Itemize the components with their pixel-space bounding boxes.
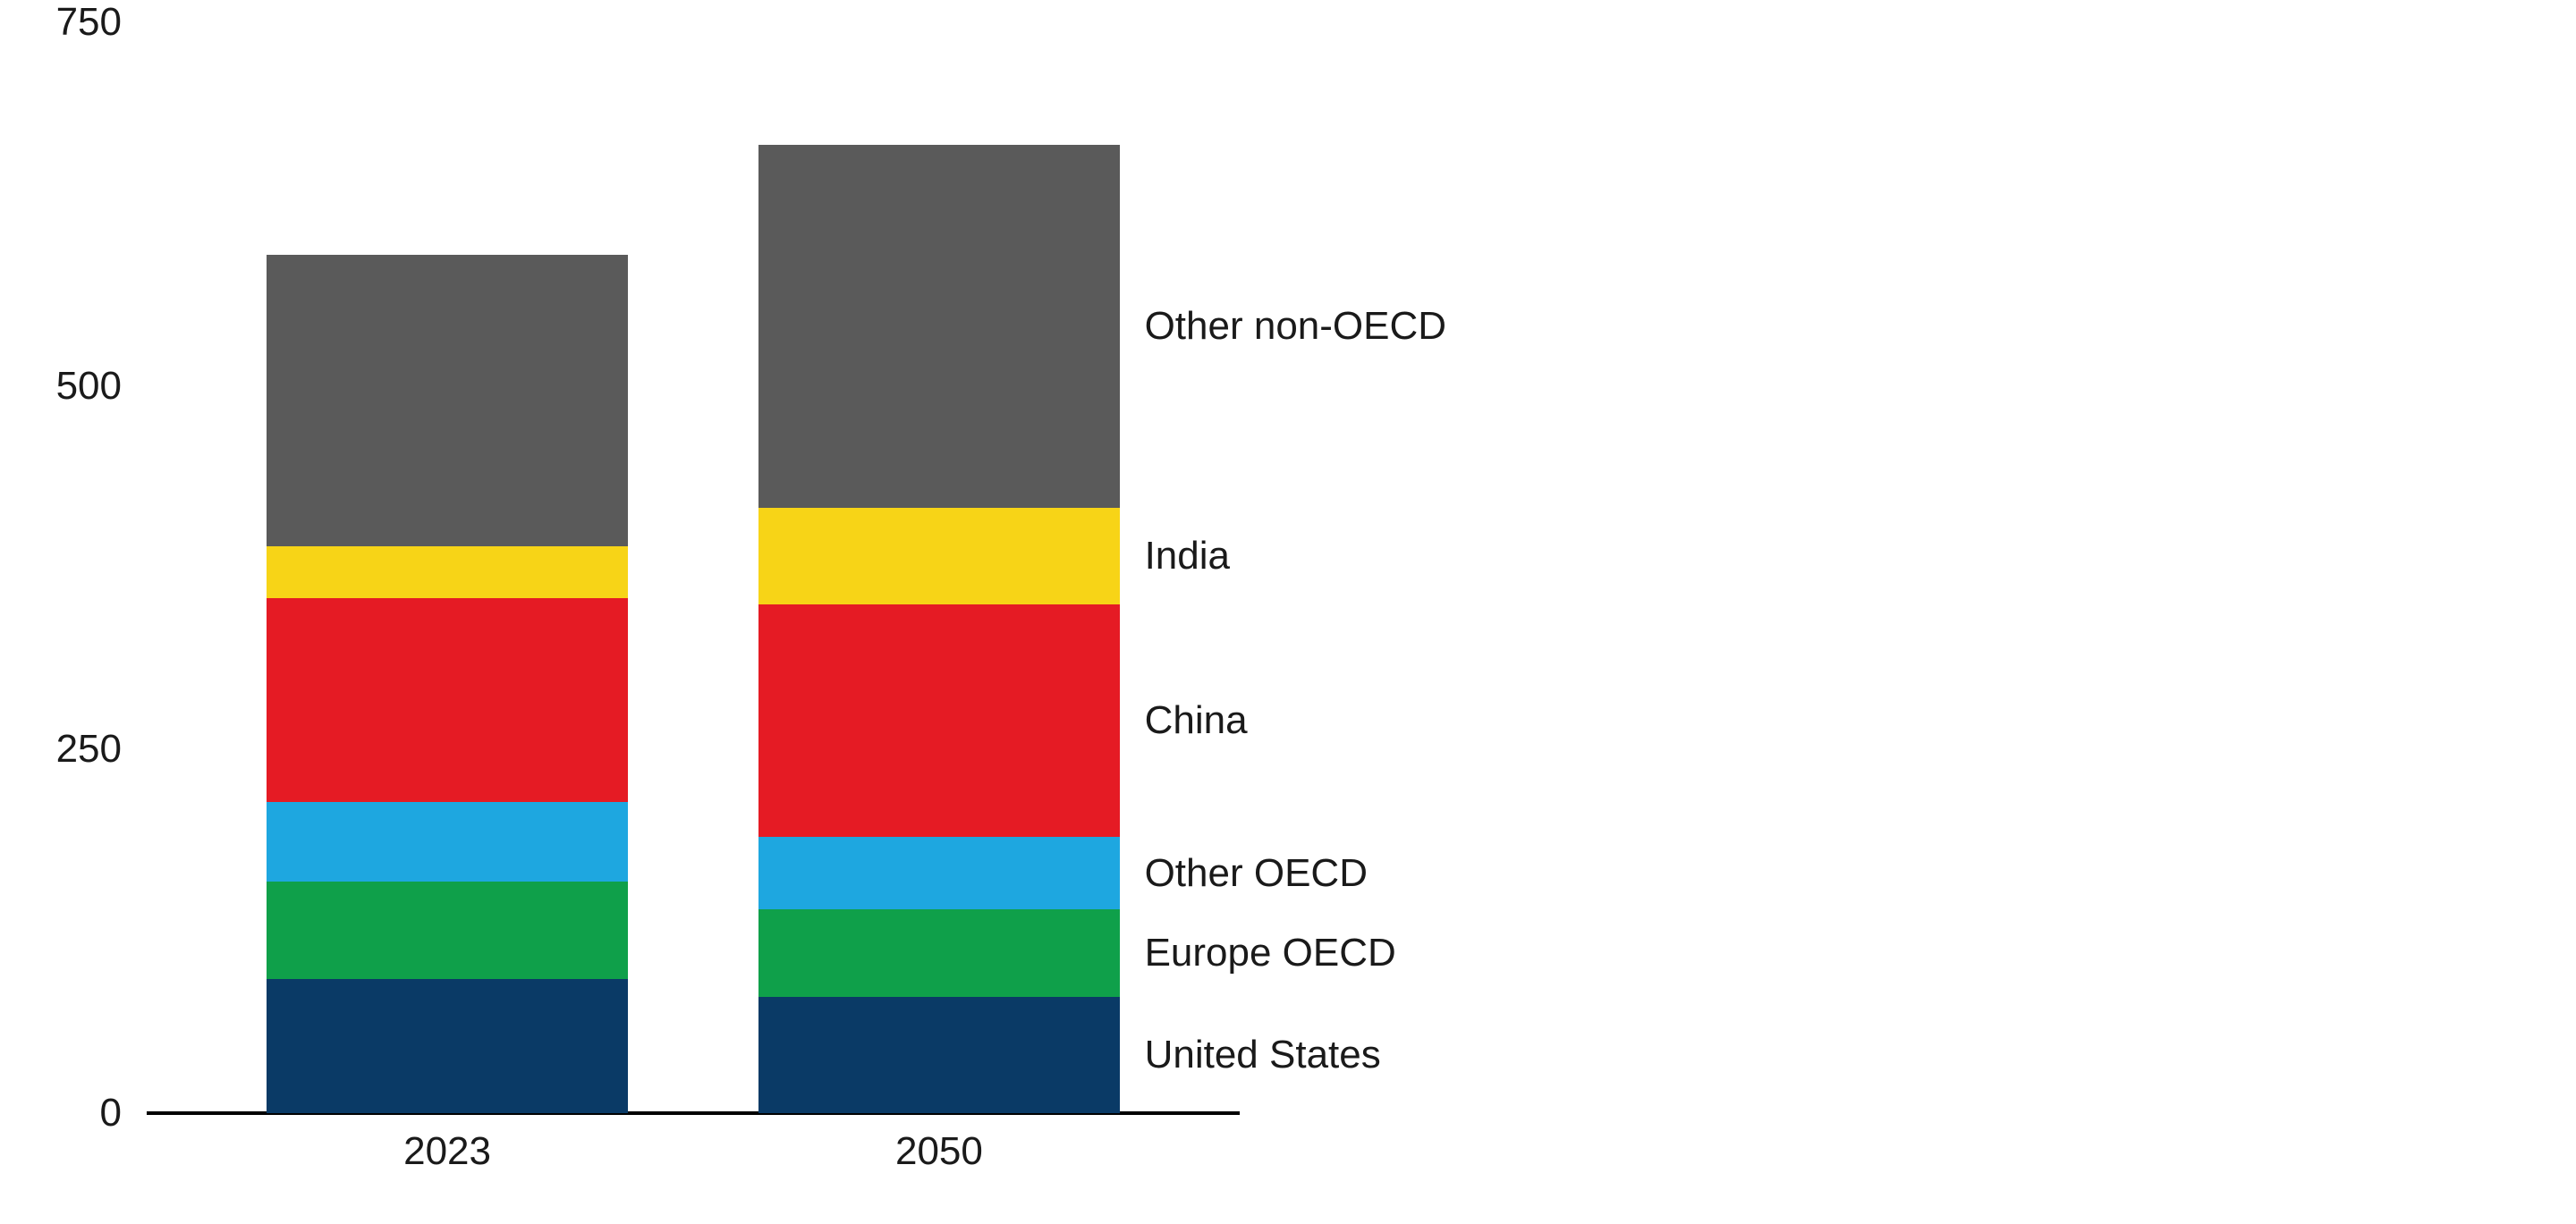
- segment-india: [758, 508, 1119, 604]
- segment-china: [758, 604, 1119, 837]
- segment-other_oecd: [758, 837, 1119, 909]
- segment-united_states: [758, 997, 1119, 1113]
- bar-2023: [267, 255, 627, 1113]
- plot-area: 025050075020232050United StatesEurope OE…: [147, 22, 1240, 1113]
- y-tick-label: 250: [56, 727, 122, 772]
- segment-europe_oecd: [758, 909, 1119, 997]
- x-tick-label: 2050: [895, 1129, 983, 1174]
- segment-europe_oecd: [267, 882, 627, 979]
- segment-other_non_oecd: [267, 255, 627, 545]
- segment-united_states: [267, 979, 627, 1113]
- stacked-bar-chart: 0 250 500 750 2023 2050 United States Europe OE…: [0, 0, 2576, 1224]
- series-label-india: India: [1145, 534, 1230, 578]
- series-label-other_non_oecd: Other non-OECD: [1145, 304, 1446, 349]
- segment-china: [267, 598, 627, 802]
- segment-other_oecd: [267, 802, 627, 882]
- x-tick-label: 2023: [403, 1129, 491, 1174]
- segment-india: [267, 546, 627, 599]
- bar-2050: [758, 145, 1119, 1113]
- series-label-europe_oecd: Europe OECD: [1145, 931, 1396, 975]
- series-label-united_states: United States: [1145, 1033, 1381, 1077]
- y-tick-label: 0: [100, 1091, 122, 1135]
- series-label-china: China: [1145, 698, 1248, 743]
- series-label-other_oecd: Other OECD: [1145, 851, 1368, 896]
- y-tick-label: 500: [56, 364, 122, 409]
- y-tick-label: 750: [56, 0, 122, 45]
- segment-other_non_oecd: [758, 145, 1119, 509]
